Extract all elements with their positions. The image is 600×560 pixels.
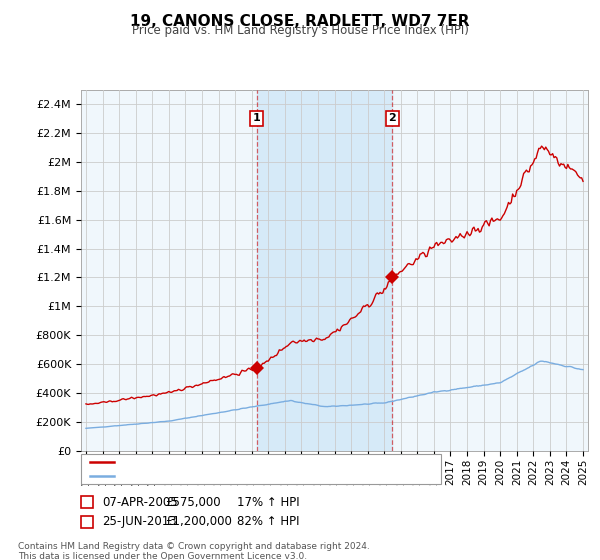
Text: £1,200,000: £1,200,000 xyxy=(165,515,232,529)
Text: 07-APR-2005: 07-APR-2005 xyxy=(102,496,178,509)
Text: 82% ↑ HPI: 82% ↑ HPI xyxy=(237,515,299,529)
Text: 19, CANONS CLOSE, RADLETT, WD7 7ER (detached house): 19, CANONS CLOSE, RADLETT, WD7 7ER (deta… xyxy=(118,457,439,467)
Text: HPI: Average price, detached house, Hertsmere: HPI: Average price, detached house, Hert… xyxy=(118,471,379,481)
Text: 19, CANONS CLOSE, RADLETT, WD7 7ER: 19, CANONS CLOSE, RADLETT, WD7 7ER xyxy=(130,14,470,29)
Text: 1: 1 xyxy=(253,114,260,124)
Text: 1: 1 xyxy=(83,496,91,509)
Text: 2: 2 xyxy=(83,515,91,529)
Text: 25-JUN-2013: 25-JUN-2013 xyxy=(102,515,176,529)
Text: Price paid vs. HM Land Registry's House Price Index (HPI): Price paid vs. HM Land Registry's House … xyxy=(131,24,469,37)
Text: £575,000: £575,000 xyxy=(165,496,221,509)
Text: Contains HM Land Registry data © Crown copyright and database right 2024.
This d: Contains HM Land Registry data © Crown c… xyxy=(18,542,370,560)
Text: 17% ↑ HPI: 17% ↑ HPI xyxy=(237,496,299,509)
Text: 2: 2 xyxy=(389,114,397,124)
Bar xyxy=(257,90,392,451)
